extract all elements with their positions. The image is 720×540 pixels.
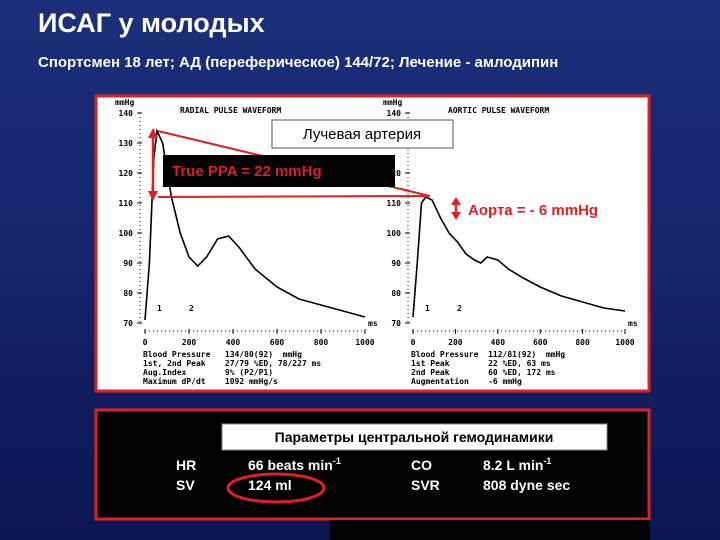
x-tick-label: 400 (226, 338, 241, 347)
x-tick-label: 0 (411, 338, 416, 347)
ppa-box (163, 155, 395, 187)
waveform (412, 195, 626, 318)
peak-marker: 1 (157, 304, 162, 313)
panels: RADIAL PULSE WAVEFORMmmHgms7080901001101… (115, 98, 638, 386)
y-tick-label: 130 (119, 139, 134, 148)
peak-marker: 2 (457, 304, 462, 313)
x-tick-label: 600 (533, 338, 548, 347)
param-number: 124 ml (248, 477, 292, 493)
slide-subtitle: Спортсмен 18 лет; АД (переферическое) 14… (38, 54, 559, 71)
radial-label: Лучевая артерия (303, 126, 421, 143)
ppa-line (157, 195, 431, 198)
ppa-label: True PPA = 22 mmHg (172, 163, 322, 180)
readout-line: 1st, 2nd Peak 27/79 %ED, 78/227 ms (143, 359, 321, 368)
param-value: 808 dyne sec (483, 477, 570, 493)
y-tick-label: 140 (387, 109, 402, 118)
readout-line: Aug.Index 9% (P2/P1) (143, 368, 273, 377)
param-name: HR (176, 457, 196, 473)
arrow-head (451, 197, 461, 205)
y-tick-label: 110 (387, 199, 402, 208)
y-tick-label: 90 (391, 259, 401, 268)
y-tick-label: 80 (123, 289, 133, 298)
y-tick-label: 110 (119, 199, 134, 208)
aorta-label: Аорта = - 6 mmHg (468, 202, 598, 219)
x-tick-label: 1000 (355, 338, 374, 347)
y-tick-label: 100 (387, 229, 402, 238)
param-value: 66 beats min-1 (248, 456, 341, 473)
param-name: CO (411, 457, 432, 473)
x-tick-label: 600 (270, 338, 285, 347)
param-number: 8.2 L min (483, 457, 543, 473)
label-box (271, 119, 454, 149)
x-tick-label: 0 (143, 338, 148, 347)
black-strip (330, 520, 650, 540)
param-name: SVR (411, 477, 440, 493)
x-tick-label: 200 (182, 338, 197, 347)
waveform (144, 128, 366, 321)
params-title-box (221, 423, 608, 451)
readout-line: 1st Peak 22 %ED, 63 ms (411, 359, 551, 368)
arrow-head (148, 191, 158, 201)
x-tick-label: 800 (575, 338, 590, 347)
param-number: 66 beats min (248, 457, 333, 473)
param-sup: -1 (543, 456, 551, 466)
panel-title: RADIAL PULSE WAVEFORM (180, 106, 281, 115)
y-axis-label: mmHg (383, 98, 402, 107)
readout-line: Blood Pressure 112/81(92) mmHg (411, 350, 565, 359)
arrow-head (148, 128, 158, 138)
readout-line: Blood Pressure 134/80(92) mmHg (143, 350, 302, 359)
readout-line: 2nd Peak 60 %ED, 172 ms (411, 368, 556, 377)
peak-marker: 2 (189, 304, 194, 313)
readout-line: Maximum dP/dt 1092 mmHg/s (143, 376, 278, 386)
arrow-head (451, 212, 461, 220)
param-value: 8.2 L min-1 (483, 456, 551, 473)
readout-line: Augmentation -6 mmHg (411, 376, 522, 386)
param-number: 808 dyne sec (483, 477, 570, 493)
param-value: 124 ml (248, 477, 292, 493)
x-tick-label: 800 (314, 338, 329, 347)
x-axis-label: ms (368, 319, 378, 328)
panel-title: AORTIC PULSE WAVEFORM (448, 106, 549, 115)
param-sup: -1 (333, 456, 341, 466)
peak-marker: 1 (425, 304, 430, 313)
y-tick-label: 140 (119, 109, 134, 118)
y-tick-label: 70 (391, 319, 401, 328)
y-tick-label: 80 (391, 289, 401, 298)
x-tick-label: 200 (448, 338, 463, 347)
y-tick-label: 70 (123, 319, 133, 328)
x-tick-label: 1000 (615, 338, 634, 347)
x-axis-label: ms (628, 319, 638, 328)
slide-title: ИСАГ у молодых (38, 8, 265, 38)
y-tick-label: 120 (119, 169, 134, 178)
y-tick-label: 90 (123, 259, 133, 268)
params-table: HR 66 beats min-1 CO 8.2 L min-1SV 124 ml SVR… (176, 456, 570, 493)
x-tick-label: 400 (491, 338, 506, 347)
y-axis-label: mmHg (115, 98, 134, 107)
param-name: SV (176, 477, 195, 493)
y-tick-label: 100 (119, 229, 134, 238)
highlight-ellipse (226, 472, 326, 504)
params-title: Параметры центральной гемодинамики (275, 429, 554, 445)
